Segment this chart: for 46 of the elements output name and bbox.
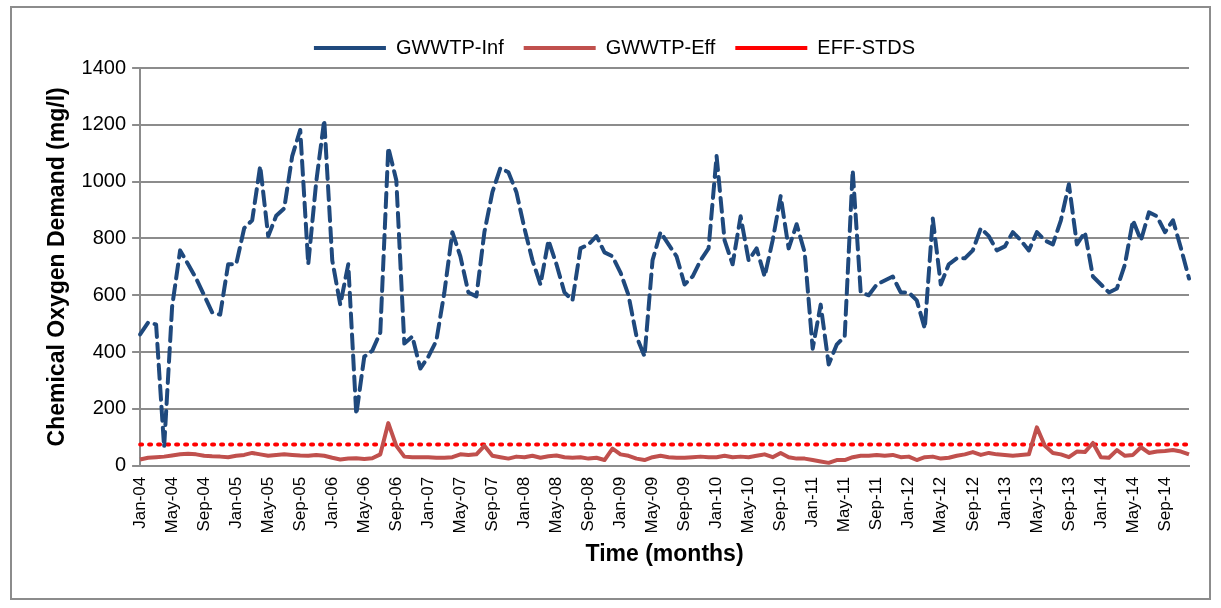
- x-tick-label: Sep-05: [289, 476, 309, 532]
- x-tick-label: Sep-09: [674, 476, 694, 532]
- legend-label: GWWTP-Inf: [395, 35, 505, 58]
- y-tick-label: 600: [92, 282, 127, 305]
- x-tick-label: May-04: [161, 476, 181, 534]
- x-tick-label: May-09: [642, 476, 662, 534]
- x-tick-label: Jan-06: [321, 476, 341, 529]
- y-tick-label: 1000: [81, 169, 127, 192]
- x-axis-title: Time (months): [585, 539, 744, 566]
- x-tick-label: Jan-07: [418, 476, 438, 529]
- x-tick-label: May-08: [546, 476, 566, 534]
- x-tick-label: May-14: [1122, 476, 1142, 534]
- y-tick-label: 1200: [81, 112, 127, 135]
- x-tick-label: May-06: [353, 476, 373, 534]
- x-tick-label: Jan-10: [706, 476, 726, 529]
- x-tick-label: Sep-12: [962, 476, 982, 532]
- x-tick-label: Jan-09: [610, 476, 630, 529]
- x-tick-label: Jan-12: [898, 476, 918, 529]
- y-tick-label: 800: [92, 225, 127, 248]
- y-tick-label: 0: [114, 453, 127, 476]
- x-tick-label: Jan-04: [129, 476, 149, 529]
- y-tick-label: 1400: [81, 55, 127, 78]
- x-tick-label: Jan-13: [994, 476, 1014, 529]
- y-tick-label: 400: [92, 339, 127, 362]
- x-tick-label: Jan-08: [514, 476, 534, 529]
- x-tick-label: May-05: [257, 476, 277, 534]
- x-tick-label: Sep-10: [770, 476, 790, 532]
- x-tick-label: May-13: [1026, 476, 1046, 534]
- x-tick-label: Sep-07: [482, 476, 502, 532]
- legend-label: EFF-STDS: [817, 35, 916, 58]
- x-tick-label: May-11: [834, 476, 854, 533]
- x-tick-label: May-10: [738, 476, 758, 534]
- x-tick-label: Sep-11: [866, 476, 886, 531]
- x-tick-label: Sep-08: [578, 476, 598, 532]
- x-tick-label: Sep-14: [1154, 476, 1174, 532]
- y-axis-title: Chemical Oxygen Demand (mg/l): [43, 87, 70, 447]
- x-tick-label: Jan-14: [1090, 476, 1110, 529]
- x-tick-label: Sep-04: [193, 476, 213, 532]
- x-tick-label: Jan-11: [802, 476, 822, 528]
- x-tick-label: May-07: [450, 476, 470, 534]
- x-tick-label: Sep-06: [386, 476, 405, 532]
- x-tick-label: May-12: [930, 476, 950, 534]
- x-tick-label: Sep-13: [1058, 476, 1078, 532]
- legend-label: GWWTP-Eff: [605, 35, 716, 58]
- x-tick-label: Jan-05: [225, 476, 245, 529]
- y-tick-label: 200: [92, 396, 127, 419]
